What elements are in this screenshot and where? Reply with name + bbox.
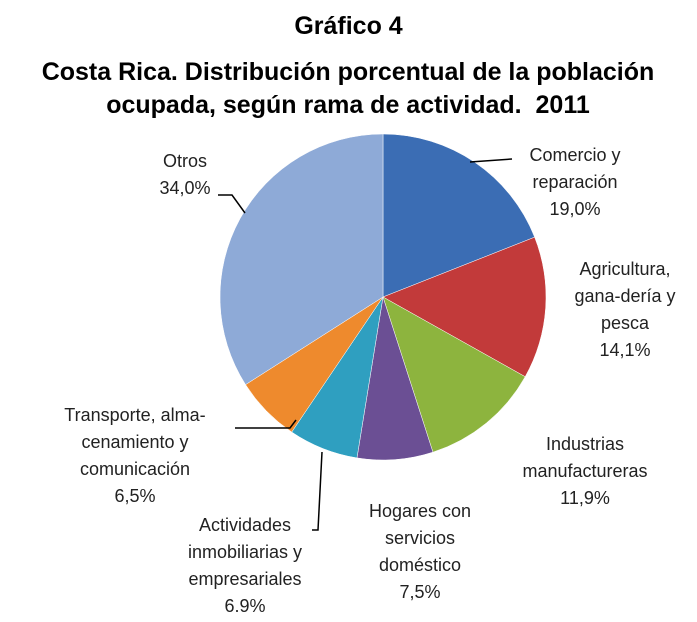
value-label: 6.9% — [224, 596, 266, 616]
category-label: Otros — [162, 151, 207, 171]
slice-label: Actividades inmobiliarias y empresariale… — [165, 512, 325, 620]
pie-slice — [382, 236, 547, 378]
slice-label: Otros 34,0% — [130, 148, 240, 202]
category-label: Industrias manufactureras — [522, 434, 648, 481]
slice-label: Industrias manufactureras 11,9% — [505, 431, 665, 512]
leader-line — [469, 158, 513, 163]
value-label: 7,5% — [399, 582, 441, 602]
chart-subtitle: Costa Rica. Distribución porcentual de l… — [41, 58, 662, 119]
chart-title: Gráfico 4 — [294, 12, 403, 40]
slice-label: Transporte, alma-cenamiento y comunicaci… — [35, 402, 235, 510]
category-label: Actividades inmobiliarias y empresariale… — [187, 515, 303, 589]
value-label: 6,5% — [114, 486, 156, 506]
value-label: 19,0% — [549, 199, 601, 219]
value-label: 14,1% — [599, 340, 651, 360]
category-label: Agricultura, gana-dería y pesca — [574, 259, 676, 333]
leader-line — [235, 419, 297, 429]
slice-label: Agricultura, gana-dería y pesca 14,1% — [555, 256, 695, 364]
pie-slice — [382, 296, 526, 453]
pie-slice — [219, 133, 384, 385]
value-label: 11,9% — [560, 488, 610, 508]
category-label: Hogares con servicios doméstico — [368, 501, 472, 575]
value-label: 34,0% — [159, 178, 211, 198]
category-label: Transporte, alma-cenamiento y comunicaci… — [64, 405, 206, 479]
slice-label: Comercio y reparación 19,0% — [510, 142, 640, 223]
leader-line — [312, 451, 323, 531]
leader-lines — [218, 158, 513, 531]
slice-label: Hogares con servicios doméstico 7,5% — [355, 498, 485, 606]
leader-line — [218, 194, 246, 214]
category-label: Comercio y reparación — [529, 145, 621, 192]
